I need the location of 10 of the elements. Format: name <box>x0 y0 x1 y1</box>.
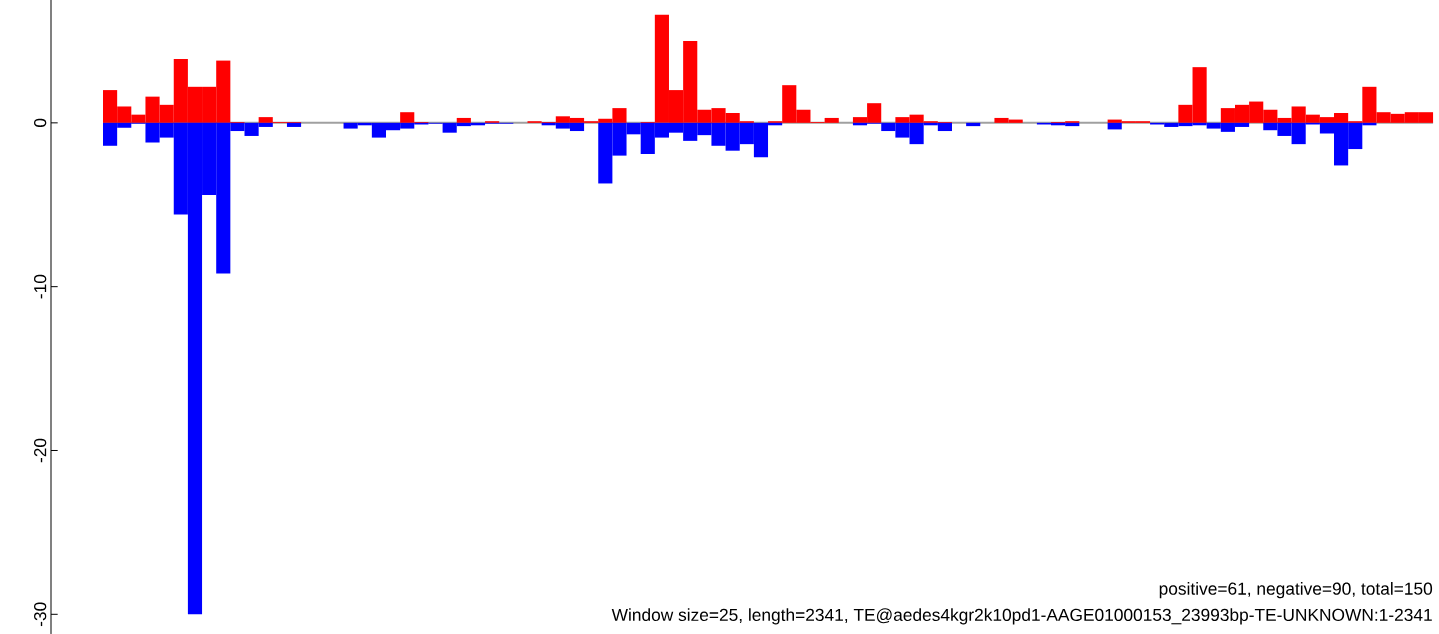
y-tick-label: -30 <box>34 602 47 627</box>
bar <box>1107 122 1122 130</box>
bar <box>966 122 981 127</box>
y-tick-label: -20 <box>34 438 47 463</box>
annotation: Window size=25, length=2341, TE@aedes4kgr2k10pd1-AAGE01000153_23993bp-TE-UNKNOWN:1-2341 <box>611 608 1432 625</box>
y-tick-label: 0 <box>34 118 47 128</box>
y-tick-label: -10 <box>34 274 47 299</box>
bar <box>286 122 302 127</box>
bar <box>456 117 471 123</box>
annotation: positive=61, negative=90, total=150 <box>1159 582 1433 599</box>
